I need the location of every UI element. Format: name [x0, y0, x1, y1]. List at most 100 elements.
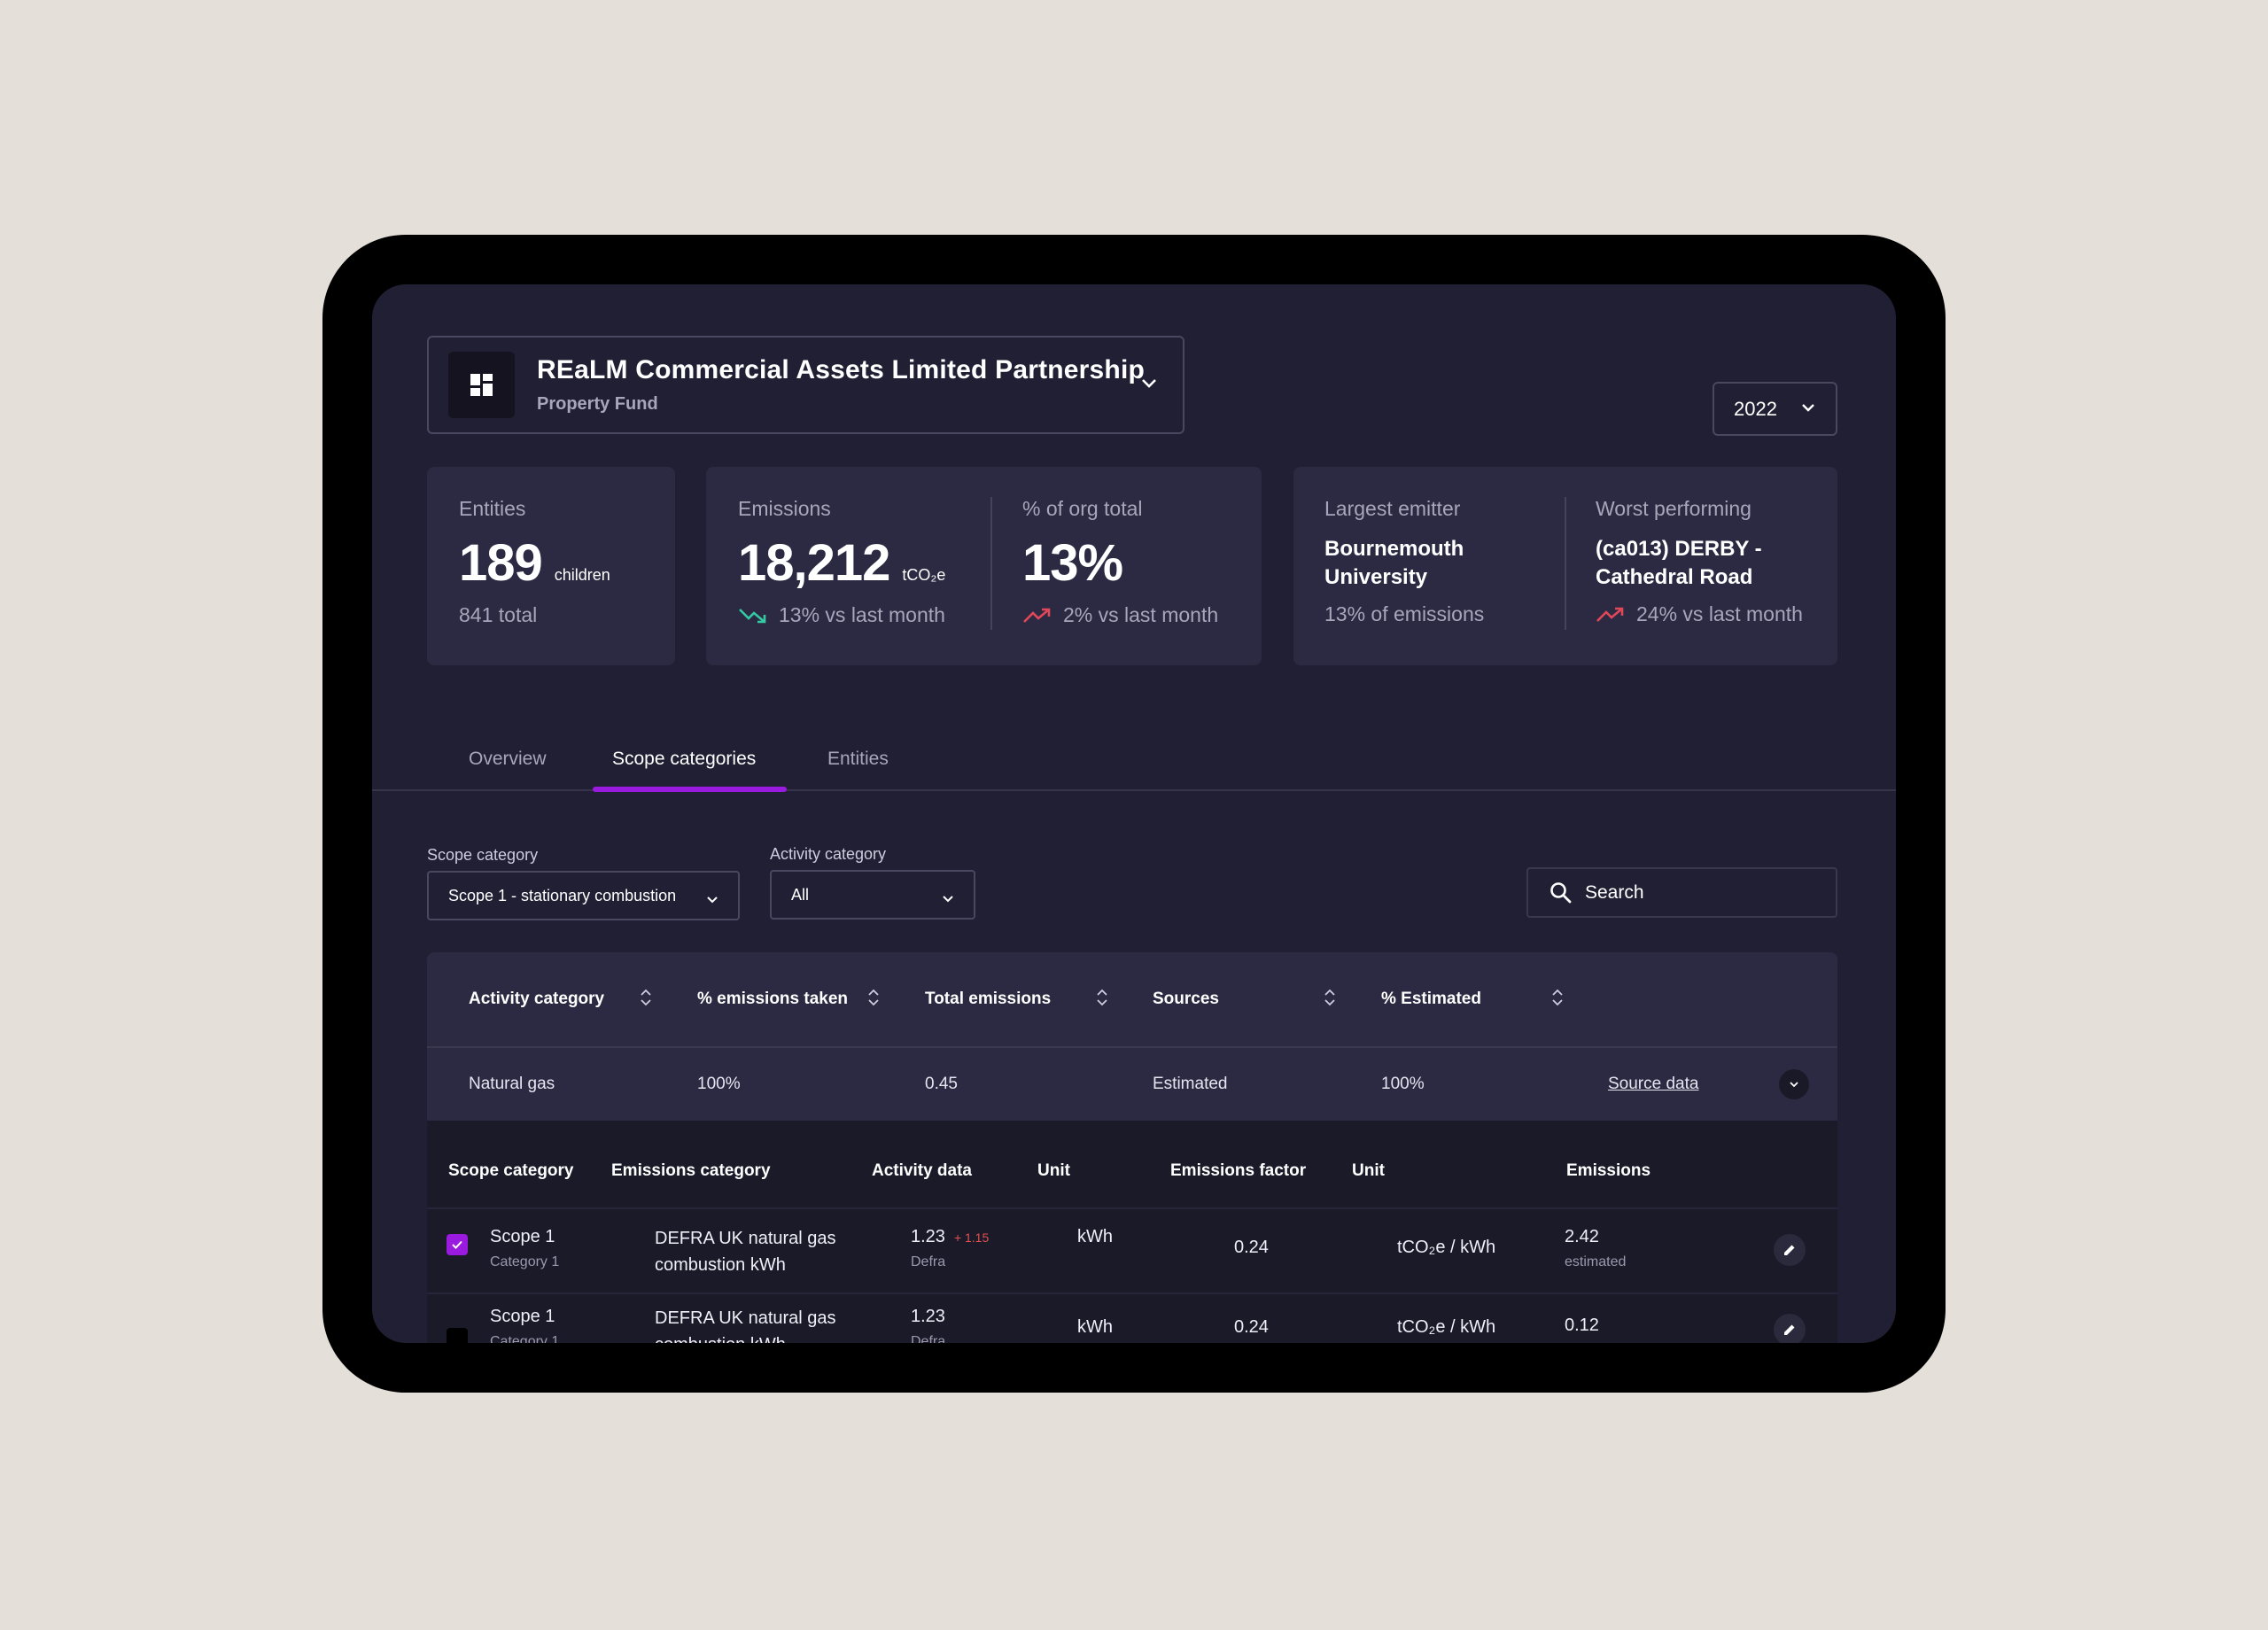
- factor-value: 0.24: [1234, 1317, 1269, 1337]
- emissions-category-2: combustion kWh: [655, 1255, 786, 1275]
- emissions-unit: tCO₂e: [902, 566, 946, 584]
- activity-source: Defra: [911, 1254, 946, 1269]
- row-checkbox[interactable]: [447, 1234, 468, 1255]
- entity-selector[interactable]: REaLM Commercial Assets Limited Partners…: [427, 336, 1184, 434]
- trend-up-icon: [1596, 607, 1624, 622]
- sort-icon[interactable]: [640, 988, 652, 1007]
- factor-value: 0.24: [1234, 1238, 1269, 1257]
- pencil-icon: [1784, 1324, 1795, 1335]
- largest-emitter-label: Largest emitter: [1324, 497, 1461, 520]
- search-icon: [1550, 881, 1572, 903]
- dashboard-icon: [448, 352, 515, 418]
- sort-icon[interactable]: [867, 988, 880, 1007]
- col-total-emissions[interactable]: Total emissions: [925, 990, 1052, 1008]
- detail-table: Scope category Emissions category Activi…: [427, 1121, 1837, 1343]
- emissions-value: 18,212: [738, 534, 890, 592]
- scope-category-select[interactable]: Scope 1 - stationary combustion: [427, 871, 740, 920]
- entities-label: Entities: [459, 497, 526, 520]
- emissions-card: Emissions 18,212 tCO₂e 13% vs last month…: [706, 467, 1262, 665]
- entities-total: 841 total: [459, 603, 538, 626]
- worst-performing-name-2: Cathedral Road: [1596, 565, 1753, 589]
- col-emissions-taken[interactable]: % emissions taken: [697, 990, 849, 1008]
- table-row[interactable]: Natural gas 100% 0.45 Estimated 100% Sou…: [427, 1046, 1837, 1121]
- pencil-icon: [1784, 1245, 1795, 1255]
- detail-row: Scope 1 Category 1 DEFRA UK natural gas …: [427, 1207, 1837, 1292]
- worst-performing-change: 24% vs last month: [1636, 602, 1803, 625]
- worst-performing-label: Worst performing: [1596, 497, 1751, 520]
- active-tab-indicator: [593, 787, 787, 792]
- row-expand-button[interactable]: [1779, 1069, 1809, 1099]
- cell-total: 0.45: [925, 1075, 958, 1093]
- emissions-category: DEFRA UK natural gas: [655, 1308, 836, 1328]
- source-data-link[interactable]: Source data: [1608, 1075, 1699, 1093]
- trend-up-icon: [1023, 608, 1051, 623]
- emissions-label: Emissions: [738, 497, 831, 520]
- entities-card: Entities 189 children 841 total: [427, 467, 675, 665]
- scope-name: Scope 1: [490, 1227, 555, 1246]
- table-header: Activity category % emissions taken Tota…: [427, 952, 1837, 1046]
- col-pct-estimated[interactable]: % Estimated: [1381, 990, 1481, 1008]
- activity-category-select[interactable]: All: [770, 870, 975, 920]
- subcol-emissions-category: Emissions category: [611, 1161, 771, 1180]
- search-input[interactable]: Search: [1526, 867, 1837, 918]
- activity-category-value: All: [791, 885, 810, 904]
- subcol-factor-unit: Unit: [1352, 1161, 1385, 1180]
- subcol-scope-category: Scope category: [448, 1161, 574, 1180]
- largest-emitter-name-2: University: [1324, 565, 1428, 589]
- checkmark-icon: [452, 1240, 462, 1249]
- cell-sources: Estimated: [1153, 1075, 1228, 1093]
- scope-sub: Category 1: [490, 1334, 560, 1343]
- sort-icon[interactable]: [1324, 988, 1336, 1007]
- cell-pct-estimated: 100%: [1381, 1075, 1425, 1093]
- subcol-emissions: Emissions: [1566, 1161, 1651, 1180]
- emissions-category-2: combustion kWh: [655, 1331, 836, 1343]
- edit-button[interactable]: [1774, 1234, 1806, 1266]
- year-value: 2022: [1734, 397, 1777, 420]
- cell-activity: Natural gas: [469, 1075, 555, 1093]
- tab-scope-categories[interactable]: Scope categories: [612, 749, 757, 769]
- largest-emitter-name: Bournemouth: [1324, 537, 1464, 561]
- activity-value: 1.23: [911, 1307, 945, 1326]
- tab-entities[interactable]: Entities: [827, 749, 889, 769]
- entity-name: REaLM Commercial Assets Limited Partners…: [537, 355, 1146, 384]
- entities-unit: children: [554, 566, 610, 584]
- emissions-category: DEFRA UK natural gas: [655, 1229, 836, 1248]
- chevron-down-icon: [1802, 404, 1814, 412]
- emissions-change: 13% vs last month: [779, 603, 945, 626]
- factor-unit: tCO₂e / kWh: [1397, 1317, 1496, 1337]
- org-total-label: % of org total: [1022, 497, 1143, 520]
- entities-value: 189: [459, 534, 543, 592]
- scope-category-label: Scope category: [427, 846, 539, 864]
- worst-performing-name: (ca013) DERBY -: [1596, 537, 1762, 561]
- activity-value: 1.23: [911, 1227, 945, 1246]
- app-screen: REaLM Commercial Assets Limited Partners…: [372, 284, 1896, 1343]
- chevron-down-icon: [943, 896, 953, 903]
- sort-icon[interactable]: [1551, 988, 1564, 1007]
- emissions-value: 2.42: [1565, 1227, 1599, 1246]
- search-placeholder: Search: [1585, 881, 1644, 903]
- subcol-unit: Unit: [1037, 1161, 1070, 1180]
- emissions-sub: estimated: [1565, 1254, 1627, 1269]
- scope-sub: Category 1: [490, 1254, 560, 1269]
- detail-row: Scope 1 Category 1 DEFRA UK natural gas …: [427, 1292, 1837, 1343]
- cell-pct-taken: 100%: [697, 1075, 741, 1093]
- emitter-card: Largest emitter Bournemouth University 1…: [1293, 467, 1837, 665]
- subcol-activity-data: Activity data: [872, 1161, 972, 1180]
- col-activity-category[interactable]: Activity category: [469, 990, 605, 1008]
- edit-button[interactable]: [1774, 1314, 1806, 1343]
- sort-icon[interactable]: [1096, 988, 1108, 1007]
- org-total-value: 13%: [1022, 534, 1123, 592]
- year-selector[interactable]: 2022: [1713, 382, 1837, 436]
- chevron-down-icon: [1790, 1082, 1798, 1088]
- largest-emitter-share: 13% of emissions: [1324, 602, 1485, 625]
- row-checkbox[interactable]: [447, 1328, 468, 1343]
- unit-value: kWh: [1077, 1227, 1113, 1246]
- scope-name: Scope 1: [490, 1307, 555, 1326]
- subcol-emissions-factor: Emissions factor: [1170, 1161, 1307, 1180]
- tab-overview[interactable]: Overview: [469, 749, 547, 769]
- activity-category-label: Activity category: [770, 845, 887, 863]
- trend-down-icon: [739, 608, 766, 623]
- emissions-value: 0.12: [1565, 1316, 1599, 1335]
- tab-bar: Overview Scope categories Entities: [372, 727, 1896, 791]
- col-sources[interactable]: Sources: [1153, 990, 1219, 1008]
